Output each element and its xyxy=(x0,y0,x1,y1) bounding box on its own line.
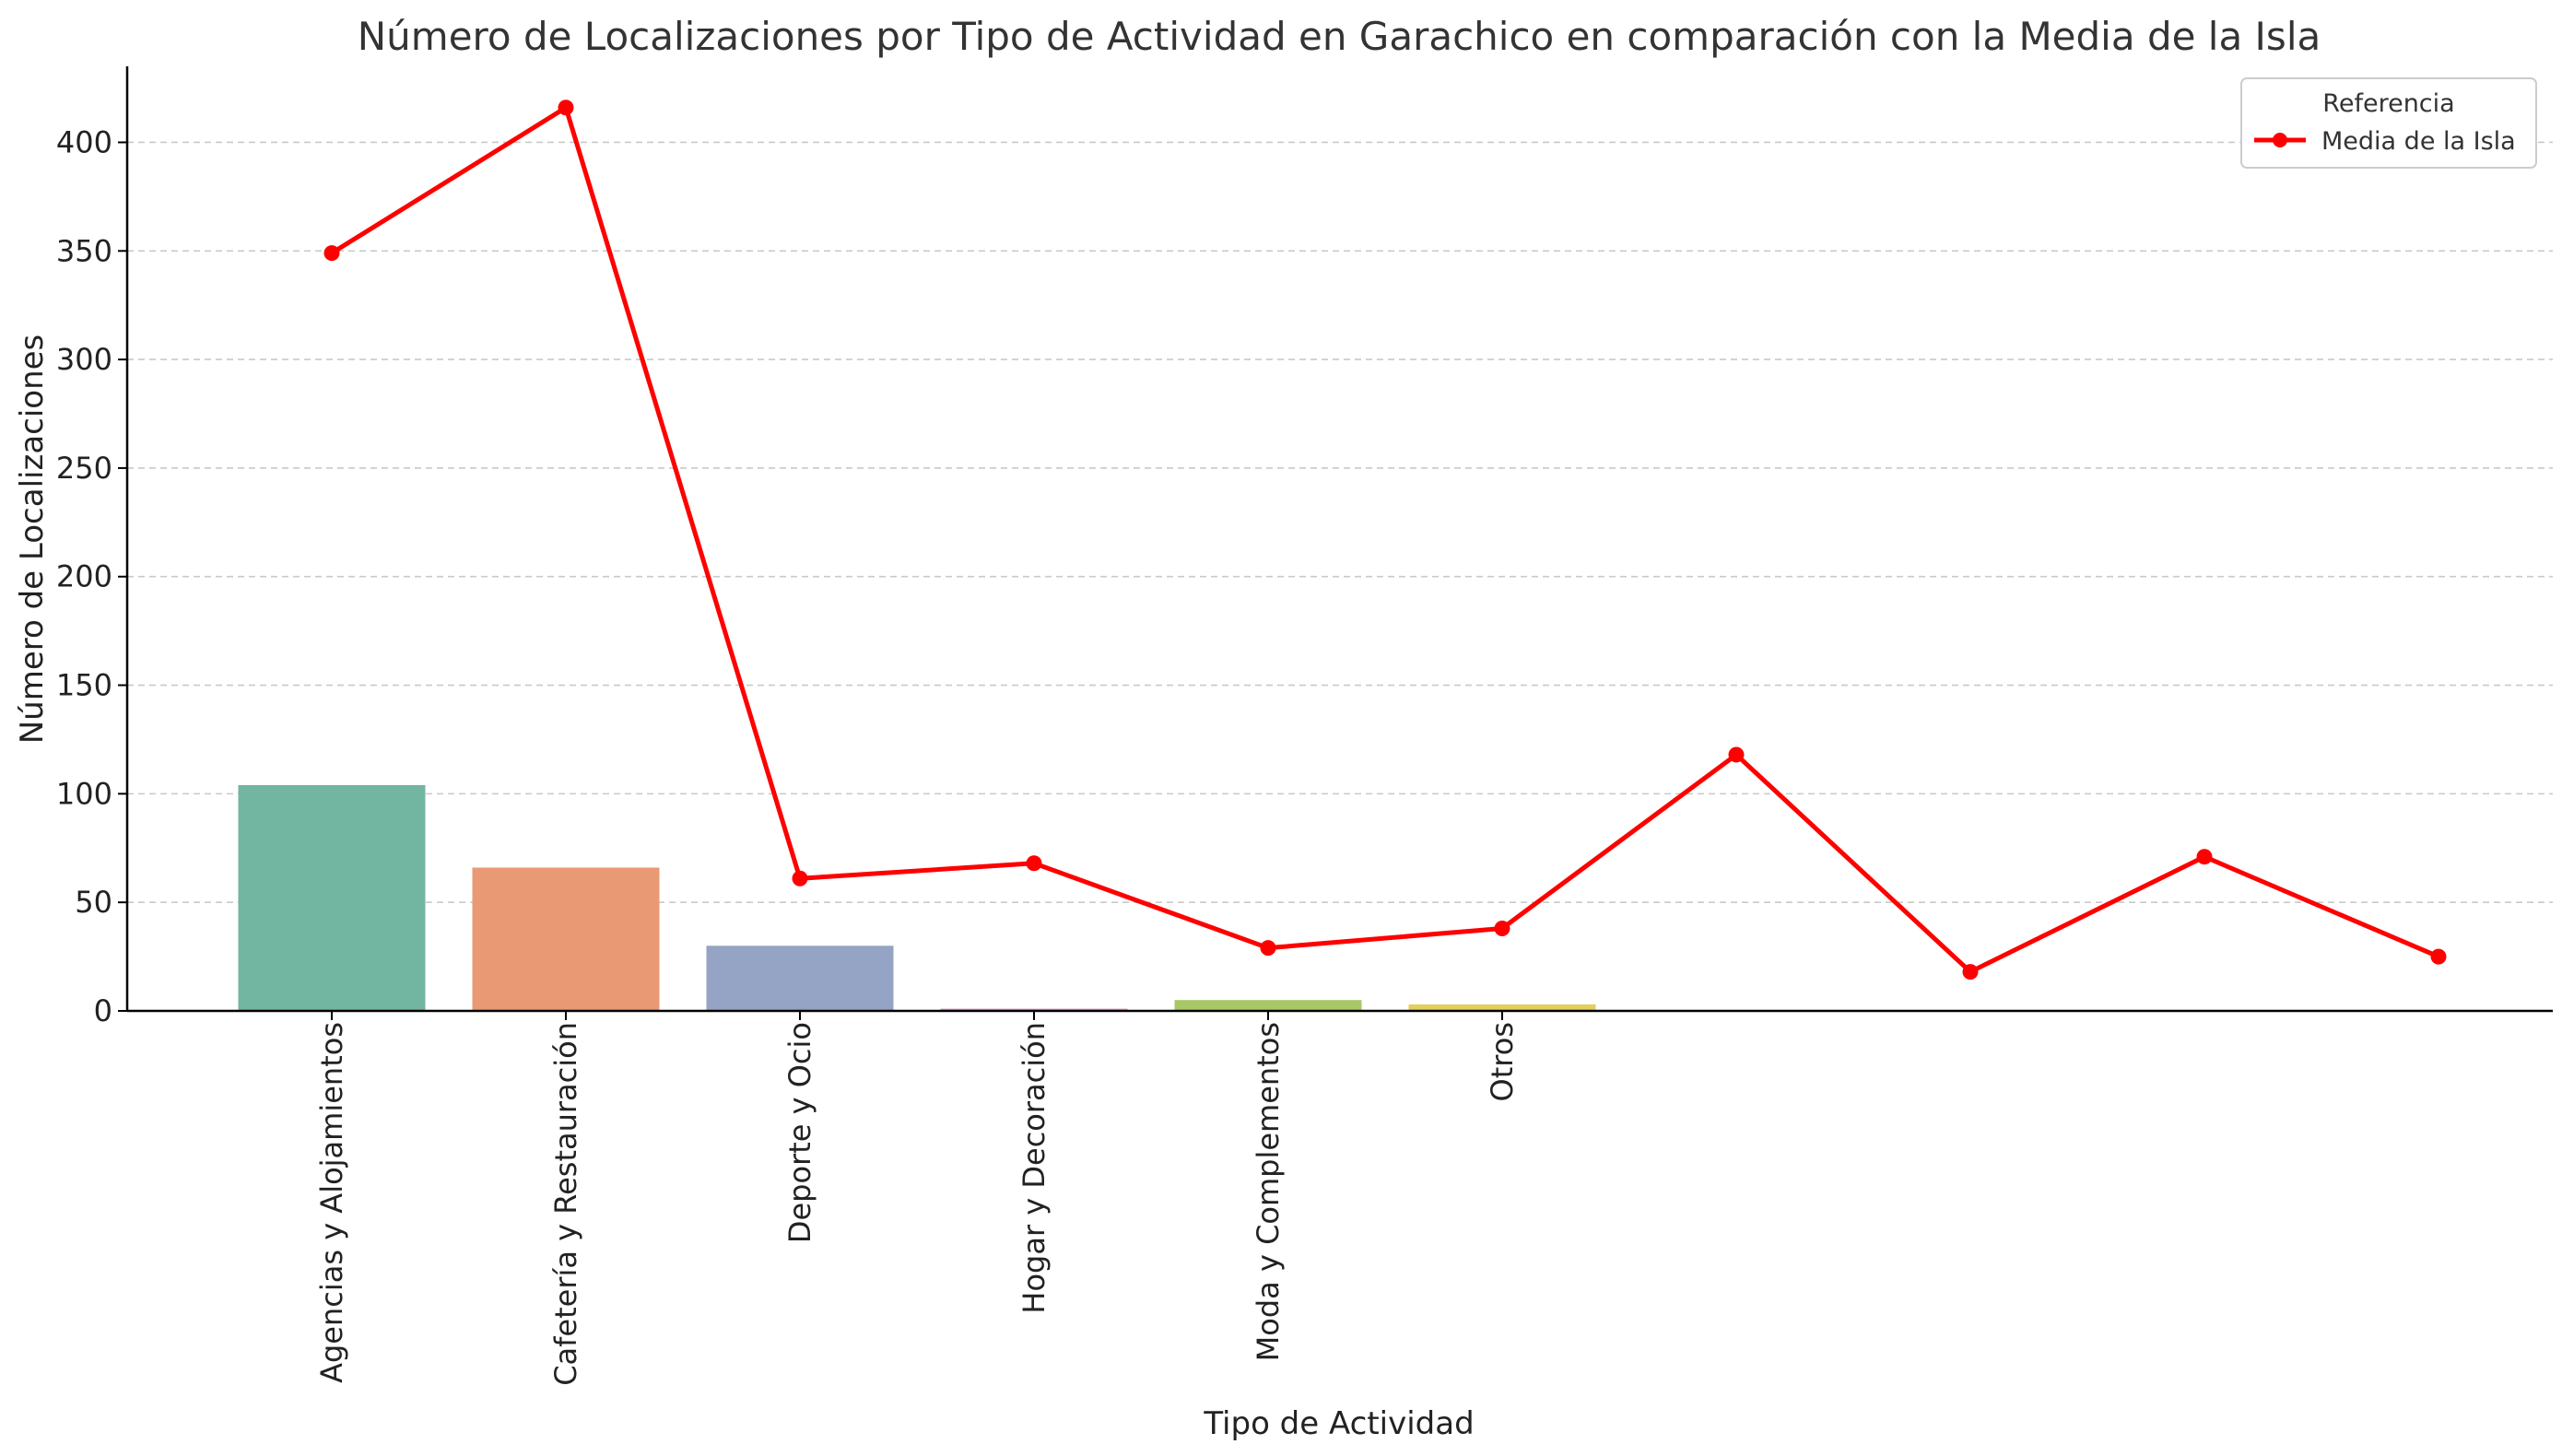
legend-point-marker xyxy=(2273,133,2287,147)
y-tick-label-0: 0 xyxy=(94,993,112,1028)
x-tick-label-5: Otros xyxy=(1485,1022,1520,1101)
x-ticks: Agencias y Alojamientos Cafetería y Resta… xyxy=(314,1011,1520,1386)
line-point-8 xyxy=(2196,849,2213,865)
bar-deporte-y-ocio xyxy=(706,945,894,1011)
line-series-media-de-la-isla xyxy=(323,100,2447,980)
y-tick-label-200: 200 xyxy=(56,559,112,594)
legend-title: Referencia xyxy=(2322,89,2454,118)
y-ticks: 0 50 100 150 200 250 300 350 400 xyxy=(56,124,127,1028)
bar-otros xyxy=(1408,1004,1596,1011)
line-point-9 xyxy=(2430,948,2447,965)
x-tick-label-2: Deporte y Ocio xyxy=(782,1022,817,1243)
y-tick-label-250: 250 xyxy=(56,451,112,486)
legend: Referencia Media de la Isla xyxy=(2240,77,2537,169)
y-tick-label-150: 150 xyxy=(56,668,112,703)
line-point-6 xyxy=(1728,746,1745,763)
chart-title: Número de Localizaciones por Tipo de Act… xyxy=(358,14,2321,59)
x-tick-label-0: Agencias y Alojamientos xyxy=(314,1022,349,1383)
y-axis-label: Número de Localizaciones xyxy=(14,335,51,745)
line-point-2 xyxy=(792,870,808,887)
y-tick-label-100: 100 xyxy=(56,776,112,811)
bar-cafeter-a-y-restauraci-n xyxy=(472,867,660,1011)
line-point-1 xyxy=(558,100,574,116)
legend-entry-media-de-la-isla: Media de la Isla xyxy=(2321,127,2516,156)
x-tick-label-4: Moda y Complementos xyxy=(1251,1022,1286,1361)
legend-box xyxy=(2240,77,2537,169)
axes xyxy=(125,66,2553,1013)
y-tick-label-300: 300 xyxy=(56,342,112,377)
bars xyxy=(238,784,1596,1011)
gridlines xyxy=(127,141,2553,903)
line-point-3 xyxy=(1026,855,1042,872)
line-point-0 xyxy=(323,245,340,262)
y-tick-label-350: 350 xyxy=(56,233,112,268)
x-tick-label-1: Cafetería y Restauración xyxy=(548,1022,583,1386)
y-tick-label-50: 50 xyxy=(75,885,112,920)
x-axis-label: Tipo de Actividad xyxy=(1203,1405,1474,1442)
bar-moda-y-complementos xyxy=(1174,1000,1362,1011)
x-tick-label-3: Hogar y Decoración xyxy=(1017,1022,1052,1314)
line-path xyxy=(330,105,2439,975)
line-point-4 xyxy=(1260,940,1276,957)
line-point-5 xyxy=(1494,920,1510,936)
line-point-7 xyxy=(1962,964,1979,980)
bar-agencias-y-alojamientos xyxy=(238,784,426,1011)
y-tick-label-400: 400 xyxy=(56,124,112,159)
